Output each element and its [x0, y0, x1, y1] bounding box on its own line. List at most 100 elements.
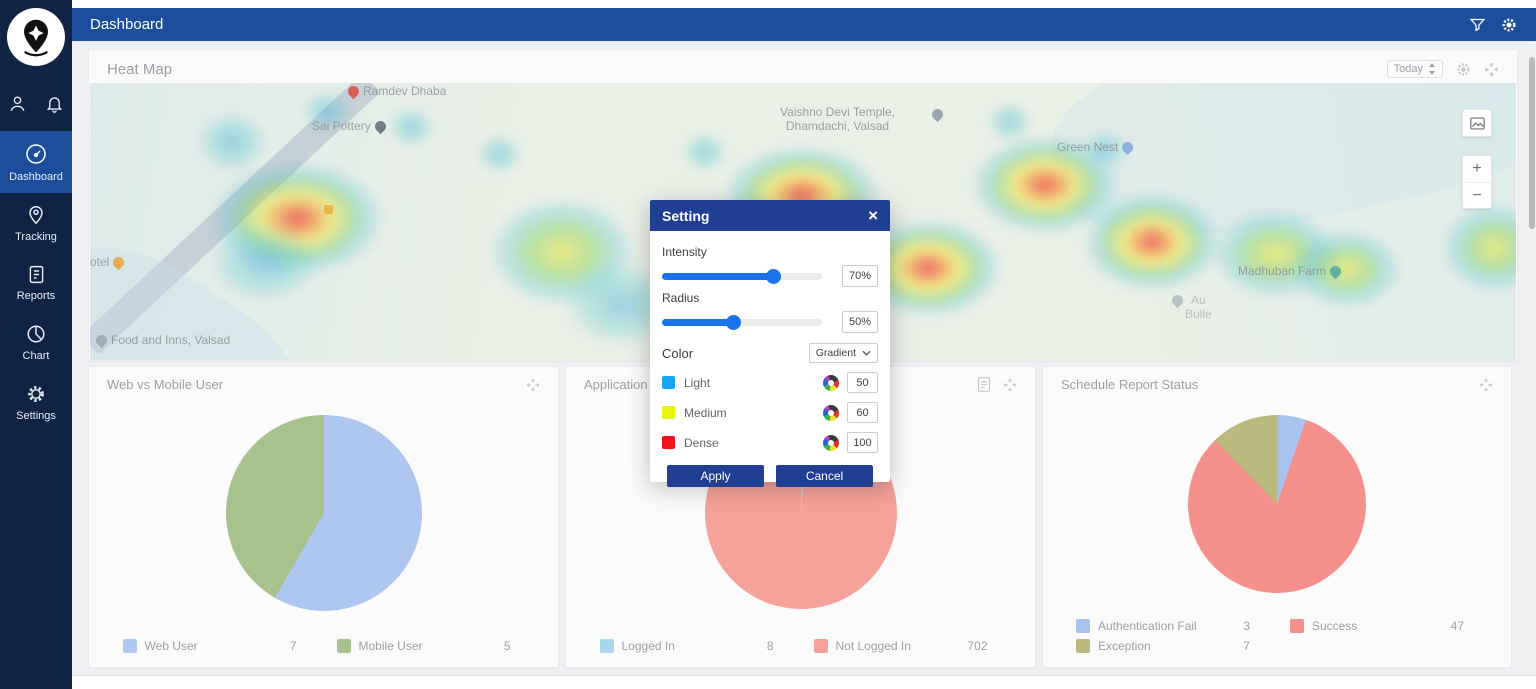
- legend-label: Authentication Fail: [1098, 619, 1197, 633]
- intensity-slider-fill: [662, 272, 774, 280]
- sidebar-item-dashboard[interactable]: Dashboard: [0, 131, 72, 193]
- move-icon[interactable]: [1479, 378, 1493, 392]
- page-title: Dashboard: [90, 16, 164, 33]
- color-wheel-icon[interactable]: [823, 434, 839, 451]
- heat-blob: [1440, 203, 1516, 293]
- sidebar-item-reports[interactable]: Reports: [0, 253, 72, 312]
- map-imagery-button[interactable]: [1462, 109, 1492, 137]
- heat-blob: [210, 223, 320, 303]
- scrollbar-thumb[interactable]: [1529, 57, 1535, 229]
- map-pin-icon: [111, 254, 127, 270]
- radius-slider-thumb[interactable]: [726, 314, 741, 330]
- radius-value-box[interactable]: 50%: [842, 311, 878, 333]
- map-pin-icon: [345, 83, 362, 99]
- intensity-slider-thumb[interactable]: [766, 268, 781, 284]
- vertical-scrollbar[interactable]: [1528, 41, 1536, 675]
- apply-button[interactable]: Apply: [667, 465, 764, 487]
- app-logo[interactable]: [7, 8, 65, 66]
- move-icon[interactable]: [526, 378, 540, 392]
- close-icon[interactable]: ×: [868, 206, 878, 225]
- sidebar-item-tracking[interactable]: Tracking: [0, 193, 72, 253]
- zoom-out-button[interactable]: −: [1463, 182, 1491, 208]
- dashboard-gauge-icon: [24, 142, 48, 166]
- legend-value: 47: [1450, 619, 1464, 633]
- heat-blob: [682, 132, 727, 172]
- level-row-medium: Medium 60: [662, 402, 878, 423]
- legend-item[interactable]: Not Logged In 702: [813, 639, 1002, 653]
- color-wheel-icon[interactable]: [823, 374, 839, 391]
- gear-icon: [25, 383, 47, 405]
- gear-icon[interactable]: [1500, 16, 1518, 34]
- legend-swatch-icon: [1290, 619, 1304, 633]
- sidebar-item-label: Settings: [16, 410, 56, 422]
- filter-icon[interactable]: [1469, 16, 1486, 33]
- gear-icon[interactable]: [1455, 61, 1472, 78]
- map-label-hotel: otel: [90, 254, 127, 270]
- heat-blob: [987, 102, 1032, 142]
- medium-color-swatch: [662, 406, 675, 419]
- intensity-slider[interactable]: [662, 268, 822, 284]
- pie-chart-icon: [25, 323, 47, 345]
- color-wheel-icon[interactable]: [823, 404, 839, 421]
- sidebar-item-label: Dashboard: [9, 171, 63, 183]
- setting-modal-header: Setting ×: [650, 200, 890, 231]
- sidebar: Dashboard Tracking Reports: [0, 0, 72, 689]
- legend-item[interactable]: Logged In 8: [599, 639, 788, 653]
- sidebar-item-label: Reports: [16, 290, 56, 302]
- legend-swatch-icon: [1076, 639, 1090, 653]
- legend-swatch-icon: [1076, 619, 1090, 633]
- updown-arrows-icon: [1429, 63, 1435, 75]
- sidebar-item-chart[interactable]: Chart: [0, 312, 72, 372]
- legend-label: Logged In: [621, 639, 675, 653]
- bell-icon[interactable]: [45, 94, 64, 113]
- gradient-select[interactable]: Gradient: [808, 343, 878, 363]
- heat-blob: [210, 161, 385, 276]
- export-file-icon[interactable]: [977, 377, 991, 392]
- intensity-label: Intensity: [662, 245, 707, 259]
- zoom-in-button[interactable]: +: [1463, 156, 1491, 182]
- schedule-report-status-panel: Schedule Report Status Authentication Fa…: [1042, 366, 1512, 668]
- cancel-button[interactable]: Cancel: [776, 465, 873, 487]
- radius-label: Radius: [662, 291, 700, 305]
- map-poi-dot: [324, 205, 333, 214]
- sidebar-item-settings[interactable]: Settings: [0, 372, 72, 432]
- bottom-strip: [72, 675, 1536, 689]
- time-filter-select[interactable]: Today: [1386, 60, 1443, 78]
- legend-label: Exception: [1098, 639, 1151, 653]
- intensity-value-box[interactable]: 70%: [842, 265, 878, 287]
- legend-item[interactable]: Exception 7: [1076, 639, 1264, 653]
- legend-value: 7: [289, 639, 297, 653]
- legend-item[interactable]: Web User 7: [122, 639, 311, 653]
- radius-slider[interactable]: [662, 314, 822, 330]
- map-label-green-nest: Green Nest: [1057, 139, 1136, 155]
- legend-item[interactable]: Mobile User 5: [336, 639, 525, 653]
- legend-value: 3: [1243, 619, 1250, 633]
- legend-label: Mobile User: [358, 639, 423, 653]
- legend-swatch-icon: [336, 639, 351, 653]
- user-icon[interactable]: [8, 94, 27, 113]
- heat-blob: [1082, 130, 1127, 170]
- move-icon[interactable]: [1484, 62, 1499, 77]
- map-pin-icon: [372, 118, 388, 134]
- light-value-input[interactable]: 50: [847, 372, 878, 393]
- legend-item[interactable]: Success 47: [1290, 619, 1478, 633]
- map-label-sai-pottery: Sai Pottery: [312, 118, 388, 134]
- map-pin-icon: [93, 332, 110, 348]
- dense-value-input[interactable]: 100: [847, 432, 878, 453]
- gradient-select-value: Gradient: [815, 347, 856, 359]
- legend-value: 702: [967, 639, 988, 653]
- level-row-dense: Dense 100: [662, 432, 878, 453]
- schedule-report-pie-chart[interactable]: [1188, 415, 1366, 593]
- map-label-madhuban-farm: Madhuban Farm: [1238, 263, 1344, 279]
- legend-value: 7: [1243, 639, 1250, 653]
- heat-blob: [477, 134, 522, 174]
- heat-blob: [487, 197, 637, 307]
- schedule-report-legend: Authentication Fail 3 Success 47 Exception 7: [1076, 619, 1478, 653]
- move-icon[interactable]: [1003, 378, 1017, 392]
- medium-value-input[interactable]: 60: [847, 402, 878, 423]
- web-vs-mobile-pie-chart[interactable]: [225, 415, 422, 611]
- legend-label: Web User: [144, 639, 198, 653]
- heat-blob: [389, 107, 434, 147]
- legend-item[interactable]: Authentication Fail 3: [1076, 619, 1264, 633]
